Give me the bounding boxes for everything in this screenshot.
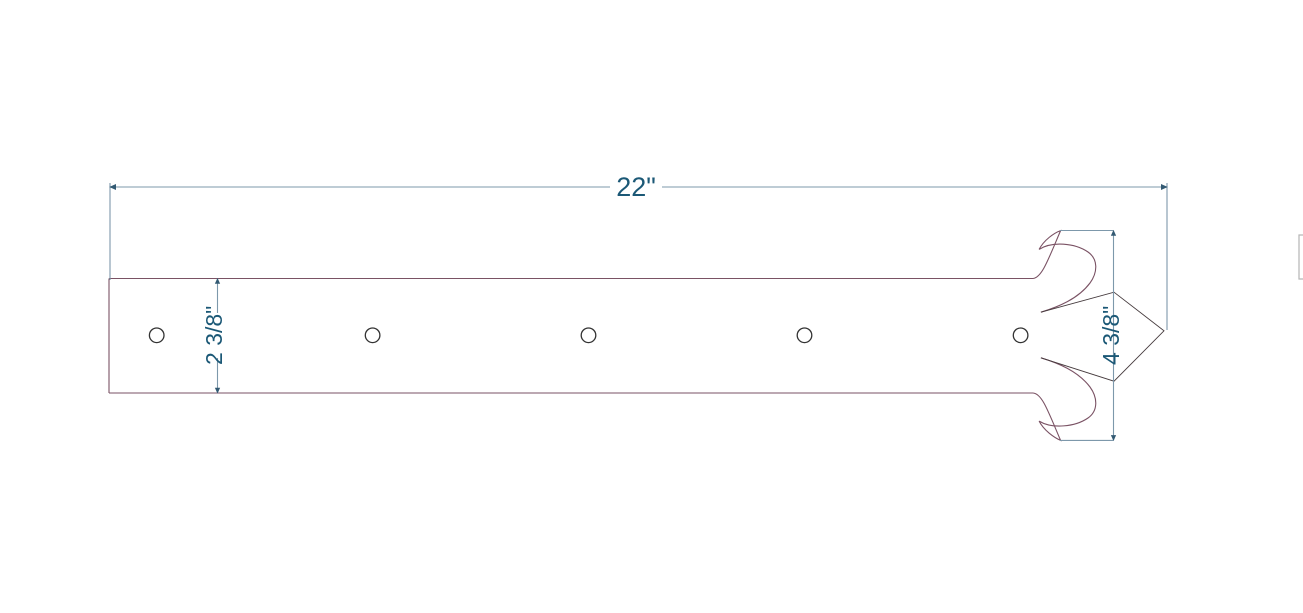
svg-text:4 3/8": 4 3/8"	[1098, 306, 1124, 365]
svg-text:22": 22"	[616, 172, 656, 202]
svg-text:2 3/8": 2 3/8"	[201, 306, 227, 365]
